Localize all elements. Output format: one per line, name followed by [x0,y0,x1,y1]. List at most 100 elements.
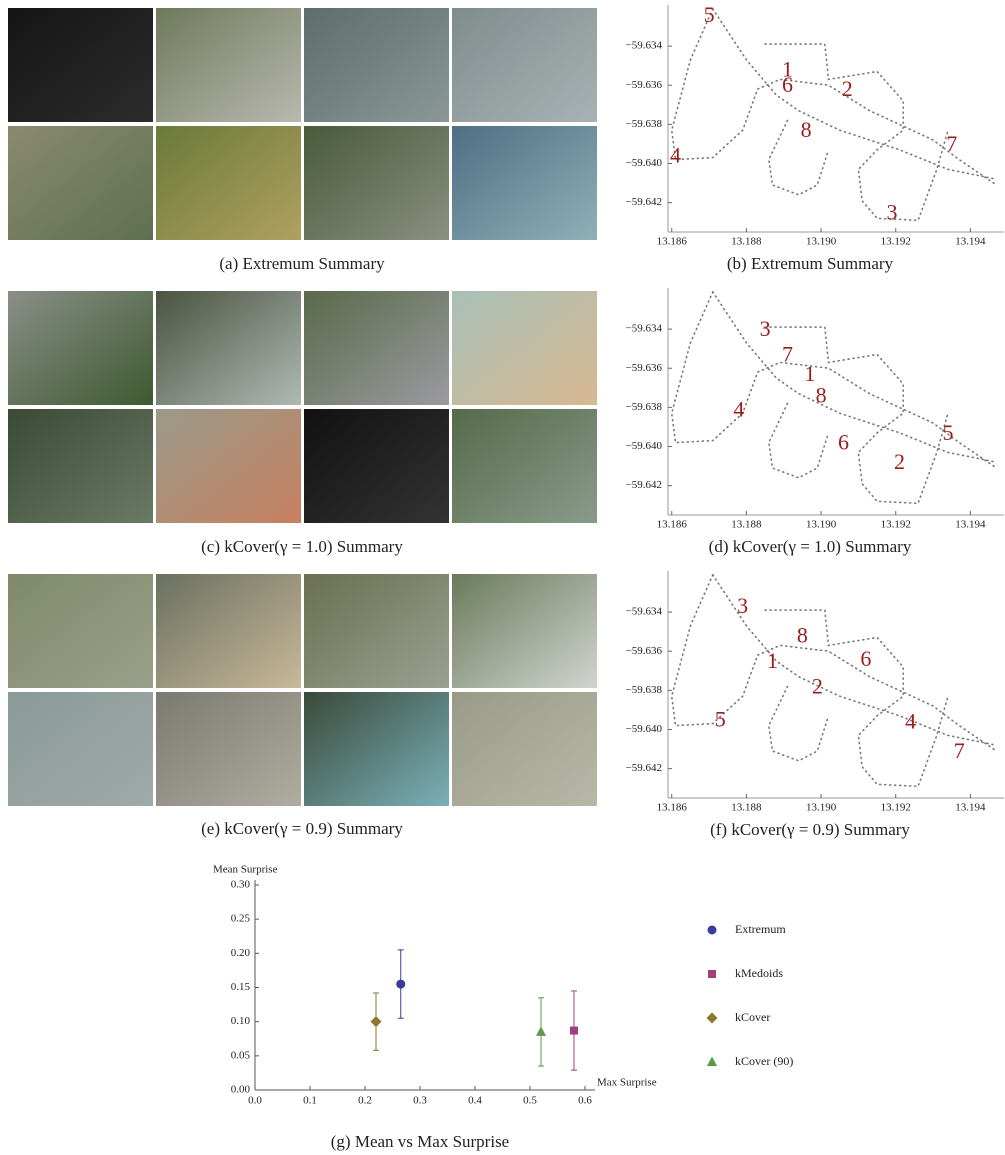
waypoint-label: 8 [801,117,812,142]
thumbnail [304,692,449,806]
y-tick-label: −59.638 [626,401,663,413]
x-tick-label: 13.190 [806,519,837,531]
x-tick-label: 13.192 [881,519,911,531]
caption: (e) kCover(γ = 0.9) Summary [201,819,403,838]
waypoint-label: 4 [905,709,916,734]
thumbnail [452,8,597,122]
legend-label: Extremum [735,922,786,936]
y-tick-label: −59.640 [626,157,663,169]
y-tick-label: −59.638 [626,684,663,696]
thumbnail [156,409,301,523]
thumbnail [304,409,449,523]
y-tick-label: 0.20 [231,947,251,959]
y-tick-label: 0.05 [231,1049,251,1061]
x-tick-label: 0.3 [413,1095,427,1107]
thumbnail [304,126,449,240]
x-tick-label: 13.186 [657,802,688,814]
waypoint-label: 6 [782,72,793,97]
thumbnail [156,291,301,405]
caption: (c) kCover(γ = 1.0) Summary [201,537,403,556]
x-tick-label: 13.188 [731,236,762,248]
trajectory [769,404,829,478]
waypoint-label: 1 [767,648,778,673]
caption: (a) Extremum Summary [219,254,385,273]
waypoint-label: 5 [715,707,726,732]
x-tick-label: 13.194 [955,802,986,814]
waypoint-label: 5 [943,420,954,445]
figure-page: (a) Extremum Summary (c) kCover(γ = 1.0)… [0,0,1005,1155]
y-tick-label: 0.25 [231,913,251,925]
y-tick-label: 0.15 [231,981,251,993]
thumbnail [156,8,301,122]
y-tick-label: 0.30 [231,879,251,891]
x-tick-label: 13.188 [731,802,762,814]
thumbnail [156,692,301,806]
legend-label: kCover [735,1010,770,1024]
x-tick-label: 13.192 [881,236,911,248]
waypoint-label: 4 [733,396,744,421]
y-tick-label: −59.642 [626,196,662,208]
point [396,980,405,989]
thumbnail [156,126,301,240]
waypoint-label: 3 [737,593,748,618]
x-tick-label: 0.0 [248,1095,262,1107]
y-tick-label: −59.634 [626,323,663,335]
waypoint-label: 1 [804,361,815,386]
thumbnail [8,574,153,688]
x-tick-label: 13.194 [955,236,986,248]
y-tick-label: −59.640 [626,723,663,735]
x-tick-label: 0.6 [578,1095,592,1107]
thumbnail [8,8,153,122]
thumbnail [8,409,153,523]
x-tick-label: 13.188 [731,519,762,531]
x-tick-label: 13.190 [806,802,837,814]
x-tick-label: 13.194 [955,519,986,531]
waypoint-label: 3 [760,316,771,341]
point [536,1026,546,1036]
x-tick-label: 13.186 [657,236,688,248]
thumbnail [452,574,597,688]
legend-label: kMedoids [735,966,783,980]
waypoint-label: 6 [838,430,849,455]
y-axis-title: Mean Surprise [213,864,278,876]
thumbnail [452,126,597,240]
caption: (d) kCover(γ = 1.0) Summary [709,537,912,556]
waypoint-label: 6 [860,646,871,671]
y-tick-label: −59.642 [626,479,662,491]
point [570,1027,578,1035]
thumbnail [304,291,449,405]
thumbnail [304,8,449,122]
y-tick-label: −59.642 [626,762,662,774]
x-tick-label: 0.5 [523,1095,537,1107]
thumbnail [8,291,153,405]
legend-marker [707,1057,717,1067]
x-tick-label: 0.2 [358,1095,372,1107]
waypoint-label: 7 [782,342,793,367]
y-tick-label: −59.634 [626,606,663,618]
trajectory [672,9,997,185]
waypoint-label: 2 [894,449,905,474]
thumbnail [452,409,597,523]
legend-label: kCover (90) [735,1054,793,1068]
caption: (f) kCover(γ = 0.9) Summary [710,820,910,839]
trajectory [713,575,997,745]
x-tick-label: 13.192 [881,802,911,814]
trajectory [765,610,948,786]
legend-marker [708,926,717,935]
y-tick-label: 0.00 [231,1084,251,1096]
thumbnail [8,692,153,806]
waypoint-label: 4 [670,143,681,168]
trajectory [713,292,997,462]
y-tick-label: −59.636 [626,362,663,374]
thumbnail-grids [8,8,597,806]
thumbnail [452,291,597,405]
legend-marker [708,970,716,978]
x-tick-label: 13.186 [657,519,688,531]
x-tick-label: 0.1 [303,1095,317,1107]
thumbnail [304,574,449,688]
waypoint-label: 8 [816,383,827,408]
thumbnail [156,574,301,688]
x-tick-label: 13.190 [806,236,837,248]
waypoint-label: 7 [954,738,965,763]
y-tick-label: −59.636 [626,645,663,657]
